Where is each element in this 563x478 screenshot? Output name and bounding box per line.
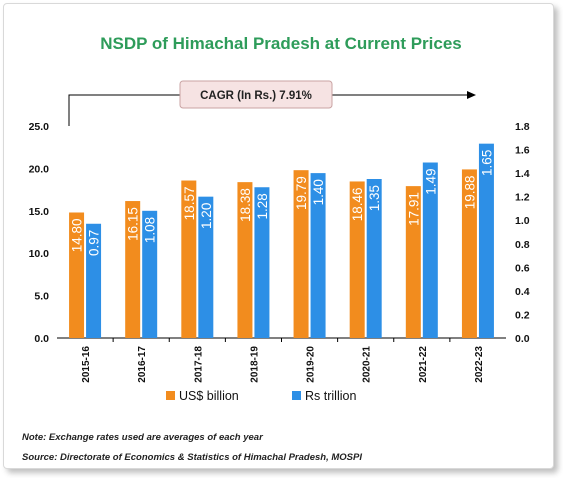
bar-value-label: 17.91 (406, 192, 421, 226)
y-right-tick-label: 0.6 (515, 262, 530, 274)
note-text: Note: Exchange rates used are averages o… (22, 432, 263, 443)
bar-rs-trillion (86, 223, 102, 338)
bar-rs-trillion (366, 179, 382, 338)
bar-value-label: 18.57 (182, 187, 197, 221)
bar-us-billion (349, 181, 365, 338)
bar-us-billion (461, 169, 477, 338)
bar-rs-trillion (142, 210, 158, 338)
bar-value-label: 1.65 (479, 150, 494, 176)
bar-value-label: 19.88 (462, 175, 477, 209)
bar-value-label: 19.79 (294, 176, 309, 210)
x-tick-label: 2020-21 (362, 346, 373, 383)
bar-us-billion (293, 170, 309, 338)
y-left-tick-label: 5.0 (34, 291, 49, 303)
bar-rs-trillion (198, 196, 214, 338)
x-tick-label: 2019-20 (306, 346, 317, 383)
legend-label-rs-trillion: Rs trillion (305, 389, 356, 403)
bar-rs-trillion (254, 187, 270, 338)
y-left-tick-label: 20.0 (29, 163, 50, 175)
bar-value-label: 1.40 (311, 179, 326, 205)
y-right-tick-label: 1.6 (515, 145, 530, 157)
bar-us-billion (69, 212, 85, 338)
y-right-tick-label: 1.2 (515, 192, 530, 204)
x-tick-label: 2017-18 (193, 346, 204, 383)
bar-value-label: 1.08 (143, 217, 158, 243)
bar-value-label: 1.28 (255, 193, 270, 219)
y-right-tick-label: 0.2 (515, 309, 530, 321)
legend: US$ billion Rs trillion (166, 389, 356, 403)
legend-swatch-rs-trillion (292, 391, 301, 400)
y-right-tick-label: 0.0 (515, 333, 530, 345)
x-tick-label: 2022-23 (474, 346, 485, 383)
y-right-tick-label: 1.0 (515, 215, 530, 227)
bar-value-label: 18.38 (238, 188, 253, 222)
axes: 0.0 5.0 10.0 15.0 20.0 25.0 0.0 0.2 0.4 0.6 0.8 1.0… (29, 121, 530, 345)
source-text: Source: Directorate of Economics & Stati… (22, 452, 362, 463)
bar-value-label: 1.49 (423, 169, 438, 195)
x-tick-label: 2021-22 (418, 346, 429, 383)
bar-rs-trillion (422, 162, 438, 338)
y-right-tick-label: 1.4 (515, 168, 530, 180)
cagr-box (179, 80, 333, 109)
y-left-tick-label: 15.0 (29, 206, 50, 218)
y-left-tick-label: 25.0 (29, 121, 50, 133)
bar-value-label: 14.80 (70, 218, 85, 252)
x-tick-label: 2015-16 (81, 346, 92, 383)
chart-title: NSDP of Himachal Pradesh at Current Pric… (100, 34, 462, 53)
bar-us-billion (405, 186, 421, 338)
bar-value-label: 0.97 (87, 230, 102, 256)
bars: 14.80 0.97 16.15 1.08 18.57 1.20 18.38 1.28 19.7… (69, 143, 494, 338)
y-right-tick-label: 0.4 (515, 286, 530, 298)
y-left-tick-label: 10.0 (29, 248, 50, 260)
bar-us-billion (181, 180, 197, 338)
cagr-annotation: CAGR (In Rs.) 7.91% (68, 80, 476, 126)
legend-label-us-billion: US$ billion (179, 389, 239, 403)
bar-value-label: 1.20 (199, 203, 214, 229)
cagr-arrow-head (467, 91, 476, 99)
y-right-tick-label: 1.8 (515, 121, 530, 133)
bar-value-label: 16.15 (126, 207, 141, 241)
bar-value-label: 1.35 (367, 185, 382, 211)
y-left-tick-label: 0.0 (34, 333, 49, 345)
legend-swatch-us-billion (166, 391, 175, 400)
bar-us-billion (237, 182, 253, 338)
bar-value-label: 18.46 (350, 187, 365, 221)
cagr-label: CAGR (In Rs.) 7.91% (200, 90, 312, 102)
bar-rs-trillion (310, 173, 326, 338)
bar-rs-trillion (478, 143, 494, 338)
x-tick-label: 2016-17 (137, 346, 148, 383)
cagr-arrow-line (68, 94, 468, 126)
x-tick-labels: 2015-16 2016-17 2017-18 2018-19 2019-20 2020-… (81, 346, 485, 383)
y-right-tick-label: 0.8 (515, 239, 530, 251)
x-tick-label: 2018-19 (249, 346, 260, 383)
bar-us-billion (125, 201, 141, 338)
